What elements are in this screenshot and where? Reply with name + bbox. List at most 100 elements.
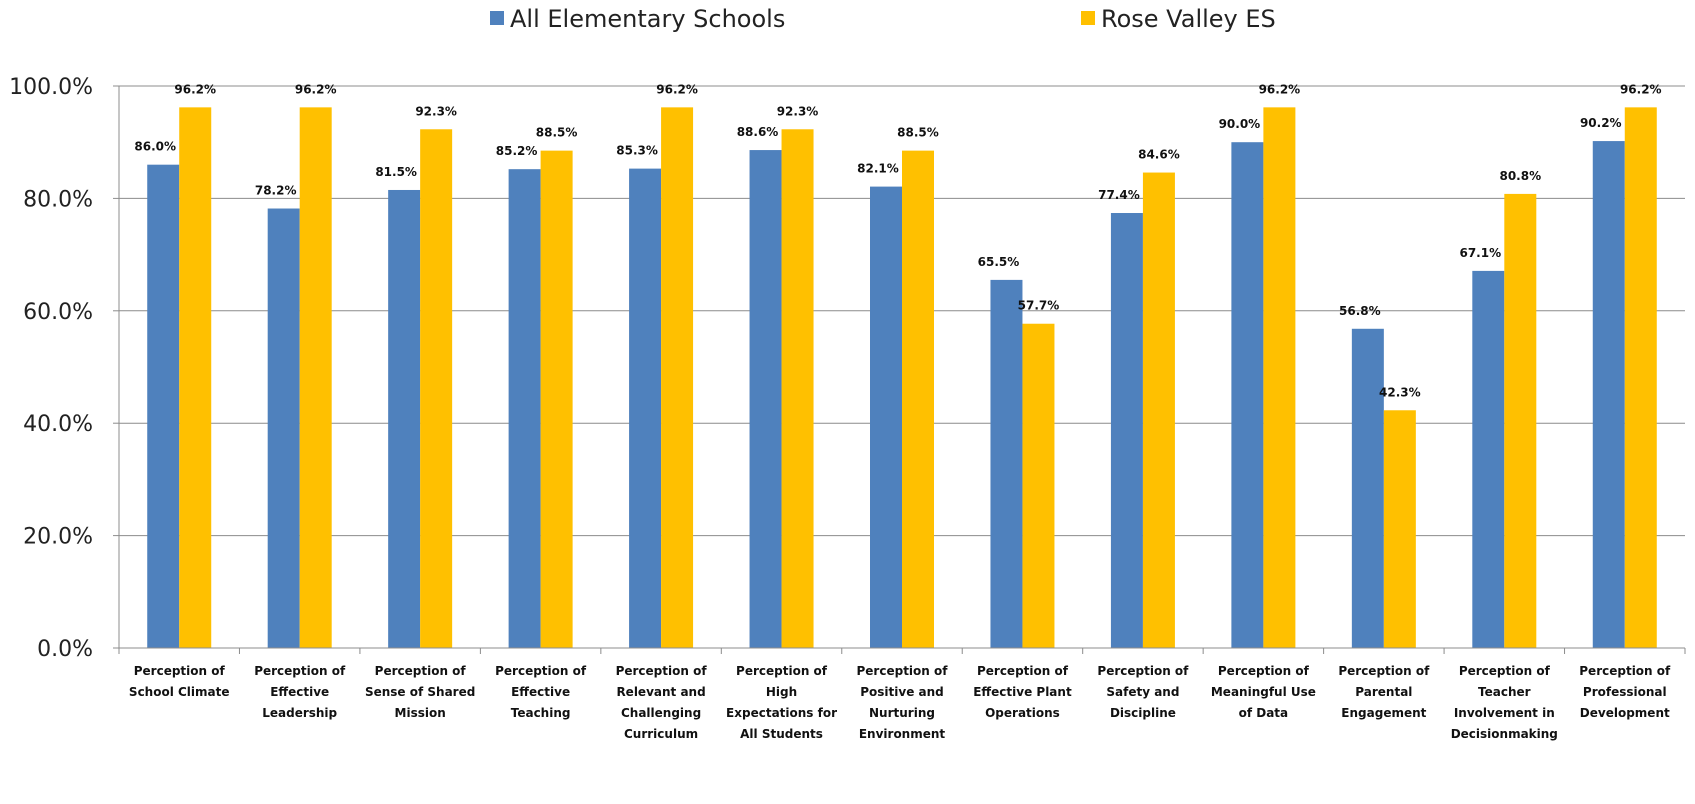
data-labels: 86.0% 96.2% 78.2% 96.2% 81.5% 92.3% 85.2% 88.5%…: [134, 82, 1661, 399]
bar: [629, 168, 662, 648]
bar: [420, 129, 453, 649]
data-label: 92.3%: [415, 104, 457, 118]
x-tick-label: Perception of Professional Development: [1579, 664, 1671, 720]
x-tick-label-line: Perception of: [1097, 664, 1189, 678]
bars: [147, 107, 1657, 649]
bar: [1142, 172, 1175, 648]
x-tick-label-line: Parental: [1355, 685, 1412, 699]
x-tick-label-line: Professional: [1583, 685, 1667, 699]
x-tick-label-line: Perception of: [134, 664, 226, 678]
x-tick-label-line: Perception of: [1579, 664, 1671, 678]
x-tick-label-line: All Students: [740, 727, 823, 741]
data-label: 92.3%: [777, 104, 819, 118]
x-tick-label: Perception of Effective Leadership: [254, 664, 346, 720]
bar: [1110, 213, 1143, 648]
data-label: 84.6%: [1138, 148, 1180, 162]
x-tick-label-line: School Climate: [129, 685, 230, 699]
y-tick-label: 100.0%: [9, 75, 93, 100]
data-label: 88.5%: [536, 126, 578, 140]
legend-label: Rose Valley ES: [1101, 5, 1276, 33]
data-label: 80.8%: [1499, 169, 1541, 183]
bar: [1504, 193, 1537, 649]
x-tick-label: Perception of Effective Teaching: [495, 664, 587, 720]
x-tick-label-line: Decisionmaking: [1451, 727, 1558, 741]
x-tick-label-line: Perception of: [1459, 664, 1551, 678]
data-label: 82.1%: [857, 162, 899, 176]
bar: [540, 150, 573, 648]
data-label: 86.0%: [134, 140, 176, 154]
x-tick-label-line: Leadership: [262, 706, 337, 720]
x-tick-label-line: Environment: [859, 727, 946, 741]
legend: All Elementary Schools Rose Valley ES: [490, 5, 1276, 33]
bar: [1231, 142, 1264, 648]
x-tick-label-line: Effective: [511, 685, 570, 699]
data-label: 85.3%: [616, 144, 658, 158]
data-label: 81.5%: [375, 165, 417, 179]
x-tick-label-line: Expectations for: [726, 706, 837, 720]
data-label: 85.2%: [496, 144, 538, 158]
y-tick-label: 0.0%: [37, 637, 93, 662]
bar: [1592, 141, 1625, 649]
legend-label: All Elementary Schools: [510, 5, 785, 33]
x-tick-label-line: Perception of: [977, 664, 1069, 678]
bar: [870, 186, 902, 648]
x-tick-label: Perception of Positive and Nurturing Enviro…: [857, 664, 949, 741]
data-label: 90.2%: [1580, 116, 1622, 130]
x-tick-label-line: Perception of: [254, 664, 346, 678]
bar: [1022, 323, 1055, 648]
bar: [179, 107, 212, 648]
x-tick-label: Perception of Sense of Shared Mission: [365, 664, 475, 720]
bar: [1472, 270, 1505, 648]
x-tick-label-line: Operations: [985, 706, 1060, 720]
x-tick-label-line: Development: [1580, 706, 1670, 720]
x-tick-label-line: Perception of: [375, 664, 467, 678]
data-label: 65.5%: [978, 255, 1020, 269]
x-tick-label: Perception of Meaningful Use of Data: [1211, 664, 1316, 720]
data-label: 96.2%: [1620, 82, 1662, 96]
bar: [1351, 328, 1384, 648]
x-tick-label-line: Teacher: [1478, 685, 1531, 699]
x-tick-label-line: Mission: [395, 706, 446, 720]
x-tick-label-line: Nurturing: [869, 706, 935, 720]
data-label: 56.8%: [1339, 304, 1381, 318]
data-label: 96.2%: [1259, 82, 1301, 96]
data-label: 57.7%: [1018, 299, 1060, 313]
data-label: 88.5%: [897, 126, 939, 140]
data-label: 90.0%: [1219, 117, 1261, 131]
x-tick-label: Perception of Teacher Involvement in Decisi…: [1451, 664, 1558, 741]
x-tick-label-line: Perception of: [616, 664, 708, 678]
bar: [267, 208, 300, 649]
bar: [299, 107, 332, 648]
legend-swatch: [490, 11, 504, 25]
x-tick-label-line: Teaching: [511, 706, 571, 720]
y-tick-label: 40.0%: [23, 412, 93, 437]
data-label: 42.3%: [1379, 385, 1421, 399]
bar: [990, 279, 1023, 648]
x-tick-label-line: Perception of: [1338, 664, 1430, 678]
x-tick-label-line: Safety and: [1106, 685, 1179, 699]
x-tick-label: Perception of Effective Plant Operations: [973, 664, 1072, 720]
data-label: 96.2%: [174, 82, 216, 96]
x-tick-label-line: Perception of: [495, 664, 587, 678]
x-tick-label: Perception of High Expectations for All Stu…: [726, 664, 837, 741]
x-tick-label: Perception of Relevant and Challenging Curr…: [616, 664, 708, 741]
x-tick-label-line: Perception of: [736, 664, 828, 678]
data-label: 88.6%: [737, 125, 779, 139]
x-tick-label-line: Perception of: [857, 664, 949, 678]
data-label: 77.4%: [1098, 188, 1140, 202]
y-axis: 0.0% 20.0% 40.0% 60.0% 80.0% 100.0%: [9, 75, 120, 662]
x-tick-label-line: Effective: [270, 685, 329, 699]
y-tick-label: 60.0%: [23, 300, 93, 325]
bar: [508, 169, 541, 648]
data-label: 78.2%: [255, 184, 297, 198]
bar: [147, 164, 180, 648]
x-tick-label-line: Effective Plant: [973, 685, 1072, 699]
data-label: 67.1%: [1459, 246, 1501, 260]
bar: [1383, 410, 1416, 648]
x-tick-label: Perception of School Climate: [129, 664, 230, 699]
x-tick-label-line: Involvement in: [1454, 706, 1555, 720]
x-tick-label-line: of Data: [1239, 706, 1289, 720]
x-tick-label: Perception of Safety and Discipline: [1097, 664, 1189, 720]
